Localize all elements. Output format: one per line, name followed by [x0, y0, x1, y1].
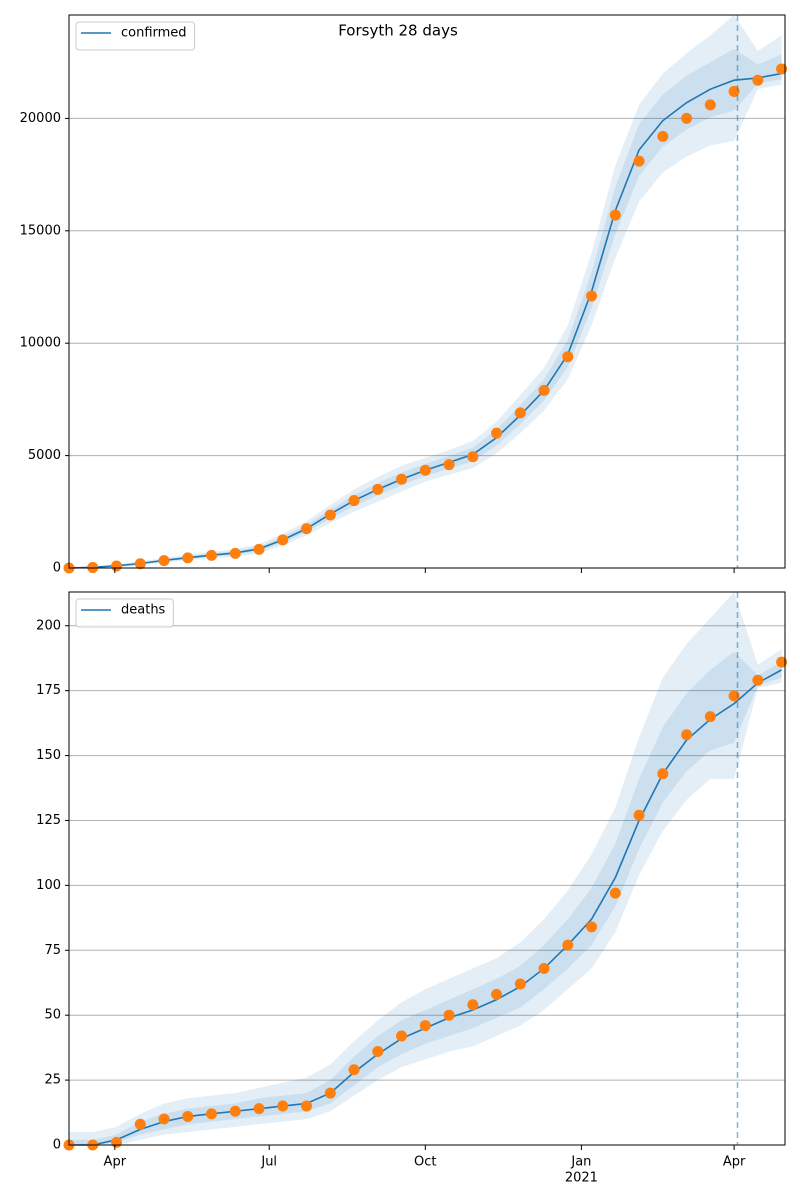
observed-point — [372, 483, 384, 495]
observed-point — [752, 674, 764, 686]
y-tick-label: 125 — [36, 813, 61, 828]
observed-point — [324, 509, 336, 521]
observed-point — [586, 921, 598, 933]
observed-point — [277, 1100, 289, 1112]
observed-point — [419, 464, 431, 476]
observed-point — [229, 1105, 241, 1117]
observed-point — [586, 290, 598, 302]
observed-point — [704, 711, 716, 723]
observed-point — [372, 1046, 384, 1058]
observed-point — [467, 451, 479, 463]
axes-frame — [68, 591, 786, 1146]
observed-point — [633, 155, 645, 167]
observed-point — [681, 112, 693, 124]
x-tick-label: Jul — [260, 1155, 277, 1170]
observed-point — [419, 1020, 431, 1032]
legend-label: deaths — [121, 603, 166, 618]
observed-point — [182, 1110, 194, 1122]
legend-box — [75, 598, 174, 628]
y-tick-label: 5000 — [28, 448, 61, 463]
x-tick-label: Jan — [570, 1155, 591, 1170]
observed-point — [206, 1108, 218, 1120]
observed-point — [301, 1100, 313, 1112]
x-year-label: 2021 — [565, 1171, 598, 1186]
observed-point — [111, 1136, 123, 1148]
observed-point — [562, 351, 574, 363]
observed-point — [609, 209, 621, 221]
uncertainty-band — [69, 592, 782, 1145]
observed-point — [514, 978, 526, 990]
y-tick-label: 200 — [36, 618, 61, 633]
y-tick-label: 175 — [36, 683, 61, 698]
observed-point — [396, 473, 408, 485]
y-tick-label: 25 — [44, 1073, 61, 1088]
observed-point — [253, 1103, 265, 1115]
observed-point — [253, 543, 265, 555]
observed-point — [443, 1009, 455, 1021]
y-tick-label: 150 — [36, 748, 61, 763]
legend: confirmed — [75, 21, 196, 51]
observed-point — [752, 74, 764, 86]
observed-point — [348, 495, 360, 507]
observed-point — [396, 1030, 408, 1042]
uncertainty-band — [69, 651, 782, 1145]
y-tick-label: 0 — [53, 561, 61, 576]
observed-point — [609, 887, 621, 899]
y-tick-label: 50 — [44, 1008, 61, 1023]
observed-point — [562, 939, 574, 951]
observed-point — [158, 555, 170, 567]
observed-point — [324, 1087, 336, 1099]
y-tick-label: 20000 — [20, 111, 61, 126]
observed-point — [467, 999, 479, 1011]
observed-point — [633, 809, 645, 821]
x-tick-label: Apr — [104, 1155, 127, 1170]
observed-point — [229, 547, 241, 559]
observed-point — [538, 384, 550, 396]
observed-point — [657, 768, 669, 780]
y-tick-label: 75 — [44, 943, 61, 958]
observed-point — [491, 988, 503, 1000]
x-tick-label: Oct — [414, 1155, 436, 1170]
observed-point — [182, 552, 194, 564]
observed-point — [277, 534, 289, 546]
observed-point — [776, 656, 788, 668]
observed-point — [443, 459, 455, 471]
observed-point — [134, 1118, 146, 1130]
observed-point — [704, 99, 716, 111]
observed-point — [681, 729, 693, 741]
observed-point — [134, 558, 146, 570]
y-tick-label: 0 — [53, 1138, 61, 1153]
observed-point — [657, 130, 669, 142]
y-tick-label: 100 — [36, 878, 61, 893]
uncertainty-band — [69, 15, 782, 568]
y-tick-label: 15000 — [20, 223, 61, 238]
x-tick-label: Apr — [723, 1155, 746, 1170]
observed-point — [158, 1113, 170, 1125]
observed-point — [206, 549, 218, 561]
observed-point — [111, 560, 123, 572]
observed-point — [538, 962, 550, 974]
observed-point — [776, 63, 788, 75]
chart-title: Forsyth 28 days — [338, 22, 458, 40]
legend-label: confirmed — [121, 26, 187, 41]
legend: deaths — [75, 598, 174, 628]
legend-box — [75, 21, 196, 51]
axes-frame — [68, 14, 786, 569]
uncertainty-band — [69, 48, 782, 569]
y-tick-label: 10000 — [20, 336, 61, 351]
observed-point — [348, 1064, 360, 1076]
observed-point — [514, 407, 526, 419]
observed-point — [301, 523, 313, 535]
observed-point — [491, 427, 503, 439]
